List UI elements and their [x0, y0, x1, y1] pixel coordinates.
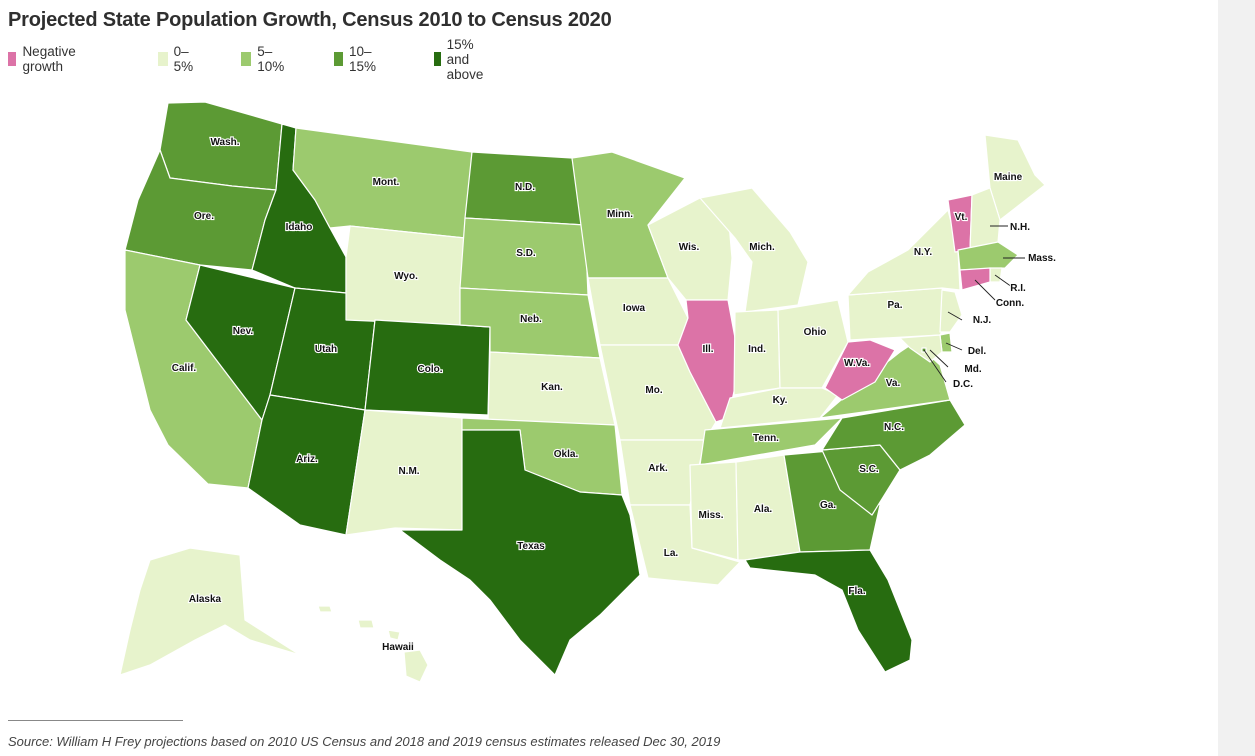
label-conn: Conn.: [996, 298, 1025, 309]
label-ark: Ark.: [648, 463, 668, 474]
label-nj: N.J.: [973, 315, 992, 326]
state-mass[interactable]: [957, 241, 1019, 271]
state-la[interactable]: [629, 504, 741, 586]
label-wis: Wis.: [679, 242, 700, 253]
state-nh[interactable]: [969, 187, 1001, 251]
state-hawaii[interactable]: [317, 605, 429, 683]
label-sc: S.C.: [859, 464, 879, 475]
label-ill: Ill.: [702, 344, 713, 355]
label-sd: S.D.: [516, 248, 536, 259]
label-nc: N.C.: [884, 422, 904, 433]
legend-swatch-10-15: [334, 52, 344, 66]
label-pa: Pa.: [887, 300, 902, 311]
page-margin: [1218, 0, 1255, 756]
label-okla: Okla.: [554, 449, 579, 460]
label-fla: Fla.: [848, 586, 865, 597]
label-iowa: Iowa: [623, 303, 646, 314]
label-nd: N.D.: [515, 182, 535, 193]
label-leader-lines: [923, 225, 1025, 383]
label-texas: Texas: [517, 541, 545, 552]
label-idaho: Idaho: [286, 222, 313, 233]
label-alaska: Alaska: [189, 594, 222, 605]
label-md: Md.: [964, 364, 981, 375]
us-map: Wash. Ore. Calif. Idaho Nev. Utah Ariz. …: [119, 101, 1058, 683]
state-texas[interactable]: [399, 429, 641, 676]
label-neb: Neb.: [520, 314, 542, 325]
label-ohio: Ohio: [804, 327, 827, 338]
state-mich[interactable]: [699, 187, 809, 313]
label-ky: Ky.: [773, 395, 788, 406]
label-tenn: Tenn.: [753, 433, 779, 444]
label-vt: Vt.: [955, 212, 968, 223]
state-nm[interactable]: [345, 409, 463, 536]
label-ga: Ga.: [820, 500, 836, 511]
state-alaska[interactable]: [119, 547, 301, 676]
label-va: Va.: [886, 378, 901, 389]
state-ohio[interactable]: [777, 299, 849, 389]
label-ind: Ind.: [748, 344, 766, 355]
state-ny[interactable]: [847, 209, 961, 296]
source-divider: [8, 720, 183, 721]
legend-item-0-5: 0–5%: [158, 44, 198, 74]
state-nc[interactable]: [821, 399, 966, 471]
label-wyo: Wyo.: [394, 271, 418, 282]
state-ill[interactable]: [677, 299, 741, 423]
state-fla[interactable]: [744, 549, 913, 673]
source-note: Source: William H Frey projections based…: [8, 734, 721, 749]
label-ariz: Ariz.: [296, 454, 318, 465]
label-mich: Mich.: [749, 242, 775, 253]
label-calif: Calif.: [172, 363, 197, 374]
label-ri: R.I.: [1010, 283, 1026, 294]
label-kan: Kan.: [541, 382, 563, 393]
label-minn: Minn.: [607, 209, 633, 220]
label-nh: N.H.: [1010, 222, 1030, 233]
label-wash: Wash.: [210, 137, 239, 148]
label-hawaii: Hawaii: [382, 642, 414, 653]
label-ore: Ore.: [194, 211, 214, 222]
legend-item-5-10: 5–10%: [241, 44, 288, 74]
label-mo: Mo.: [645, 385, 662, 396]
legend-label-5-10: 5–10%: [257, 44, 285, 74]
legend-swatch-0-5: [158, 52, 168, 66]
legend-label-10-15: 10–15%: [349, 44, 377, 74]
state-labels: Wash. Ore. Calif. Idaho Nev. Utah Ariz. …: [171, 136, 1058, 654]
legend-item-negative: Negative growth: [8, 44, 81, 74]
state-pa[interactable]: [847, 287, 951, 341]
legend-swatch-negative: [8, 52, 17, 66]
label-ny: N.Y.: [914, 247, 933, 258]
label-dc: D.C.: [953, 379, 973, 390]
label-nev: Nev.: [233, 326, 254, 337]
state-wva[interactable]: [824, 339, 896, 401]
legend-item-15-plus: 15% and above: [434, 37, 491, 82]
label-maine: Maine: [994, 172, 1023, 183]
label-mont: Mont.: [373, 177, 400, 188]
legend-item-10-15: 10–15%: [334, 44, 381, 74]
legend-label-0-5: 0–5%: [173, 44, 194, 74]
state-ariz[interactable]: [247, 394, 366, 536]
label-wva: W.Va.: [844, 358, 870, 369]
legend-swatch-5-10: [241, 52, 252, 66]
label-nm: N.M.: [398, 466, 419, 477]
label-ala: Ala.: [754, 504, 773, 515]
state-tenn[interactable]: [699, 417, 843, 466]
label-mass: Mass.: [1028, 253, 1056, 264]
legend-label-negative: Negative growth: [22, 44, 76, 74]
state-md[interactable]: [899, 334, 943, 363]
map-title: Projected State Population Growth, Censu…: [8, 9, 612, 31]
label-la: La.: [664, 548, 679, 559]
label-del: Del.: [968, 346, 987, 357]
legend-label-15-plus: 15% and above: [446, 36, 484, 82]
legend-swatch-15-plus: [434, 52, 441, 66]
state-ri[interactable]: [989, 267, 1003, 283]
state-nj[interactable]: [939, 289, 963, 333]
label-colo: Colo.: [418, 364, 443, 375]
label-miss: Miss.: [698, 510, 723, 521]
state-conn[interactable]: [959, 267, 991, 291]
label-utah: Utah: [315, 344, 337, 355]
